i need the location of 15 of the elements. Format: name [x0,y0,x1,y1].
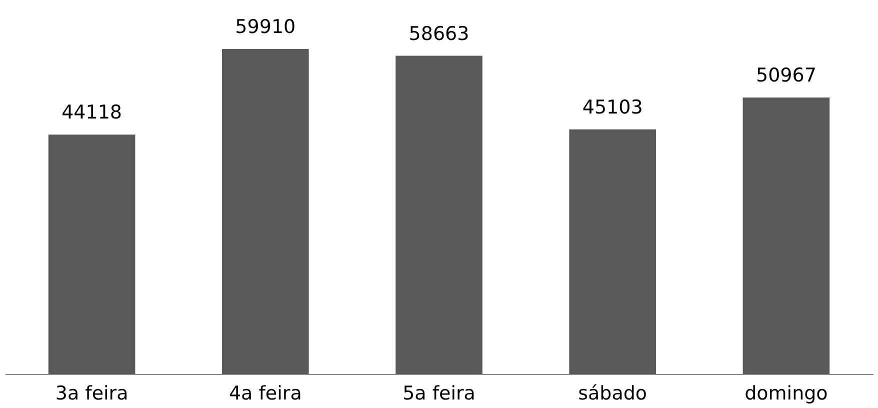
bar [48,134,136,374]
x-tick-label: 3a feira [55,382,128,404]
x-tick-label: sábado [578,382,648,404]
data-label: 45103 [582,96,643,118]
data-label: 59910 [235,16,296,38]
data-label: 44118 [62,102,122,124]
bar [569,129,656,374]
bar [222,49,309,374]
bar [742,98,830,374]
x-tick-label: domingo [744,382,828,404]
data-label: 50967 [756,64,816,87]
bar [396,56,482,374]
x-tick-label: 5a feira [402,382,476,404]
x-tick-label: 4a feira [228,382,302,404]
data-label: 58663 [408,22,470,45]
